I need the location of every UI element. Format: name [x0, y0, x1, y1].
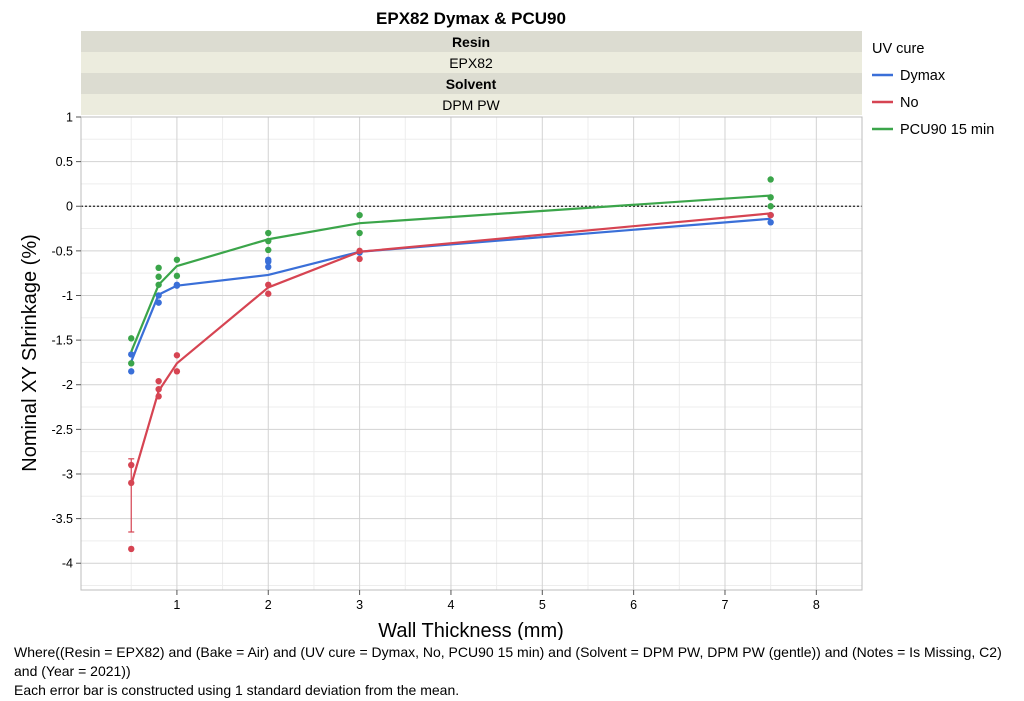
data-point	[265, 246, 272, 254]
data-point	[767, 203, 774, 210]
y-tick-label: 1	[66, 111, 73, 125]
header-resin-value: EPX82	[449, 55, 493, 71]
y-tick-label: -3	[62, 467, 73, 481]
data-point	[155, 377, 162, 385]
data-point	[155, 385, 162, 393]
data-point	[265, 281, 272, 288]
y-tick-label: -2	[62, 378, 73, 392]
header-band-resin-label	[81, 31, 862, 52]
data-point	[356, 255, 363, 263]
data-point	[265, 263, 272, 271]
data-point	[173, 272, 181, 280]
x-tick-label: 6	[630, 598, 637, 612]
header-band-solvent-label	[81, 73, 862, 94]
series-pcu90-15-min	[128, 176, 774, 367]
footer: Where((Resin = EPX82) and (Bake = Air) a…	[14, 643, 1014, 700]
where-clause: Where((Resin = EPX82) and (Bake = Air) a…	[14, 644, 1002, 679]
data-point	[356, 229, 363, 237]
legend: UV cure Dymax No PCU90 15 min	[872, 41, 994, 138]
data-point	[173, 282, 181, 289]
error-bar-note: Each error bar is constructed using 1 st…	[14, 682, 460, 698]
y-tick-label: -4	[62, 557, 73, 571]
y-tick-label: -2.5	[51, 423, 73, 437]
group-header: Resin EPX82 Solvent DPM PW	[81, 31, 862, 115]
header-resin-label: Resin	[452, 34, 490, 50]
data-point	[767, 211, 774, 219]
chart-title: EPX82 Dymax & PCU90	[376, 9, 566, 28]
x-tick-label: 4	[447, 598, 454, 612]
x-tick-label: 1	[173, 598, 180, 612]
data-point	[265, 290, 272, 297]
data-point	[155, 273, 162, 280]
x-tick-label: 2	[265, 598, 272, 612]
header-solvent-label: Solvent	[446, 76, 497, 92]
series	[128, 176, 774, 553]
data-point	[155, 299, 162, 306]
y-tick-label: -1.5	[51, 334, 73, 348]
header-band-resin-value	[81, 52, 862, 73]
y-tick-label: 0	[66, 200, 73, 214]
data-point	[265, 258, 272, 265]
data-point	[128, 461, 135, 469]
data-point	[767, 194, 774, 201]
plot-frame	[80, 116, 863, 591]
y-tick-label: -0.5	[51, 244, 73, 258]
y-tick-label: -3.5	[51, 512, 73, 526]
data-point	[155, 292, 162, 299]
data-point	[356, 211, 363, 219]
header-solvent-value: DPM PW	[442, 97, 500, 113]
axes: 1 2 3 4 5 6 7 8 1 0.5 0 -0.5 -1 -1.5 -2 -2.5 -3 -3.5 -4	[51, 111, 819, 613]
legend-label: No	[900, 95, 919, 111]
y-tick-label: 0.5	[56, 155, 73, 169]
data-point	[173, 256, 181, 263]
data-point	[155, 393, 162, 400]
legend-label: PCU90 15 min	[900, 122, 994, 138]
data-point	[128, 368, 135, 375]
data-point	[356, 247, 363, 255]
data-point	[128, 479, 135, 487]
data-point	[155, 281, 162, 288]
series-no	[128, 211, 774, 553]
grid	[81, 116, 862, 590]
x-tick-label: 3	[356, 598, 363, 612]
x-tick-label: 5	[539, 598, 546, 612]
data-point	[767, 176, 774, 183]
data-point	[128, 335, 135, 342]
legend-title: UV cure	[872, 41, 924, 57]
x-tick-label: 7	[722, 598, 729, 612]
y-tick-label: -1	[62, 289, 73, 303]
legend-label: Dymax	[900, 68, 946, 84]
data-point	[173, 352, 181, 359]
mean-line	[130, 194, 771, 353]
y-axis-label: Nominal XY Shrinkage (%)	[19, 234, 41, 472]
data-point	[265, 229, 272, 237]
data-point	[265, 237, 272, 245]
x-axis-label: Wall Thickness (mm)	[378, 620, 564, 640]
data-point	[128, 545, 135, 553]
data-point	[128, 360, 135, 367]
header-band-solvent-value	[81, 94, 862, 115]
mean-line	[130, 212, 771, 485]
x-tick-label: 8	[813, 598, 820, 612]
chart: EPX82 Dymax & PCU90 Resin EPX82 Solvent …	[19, 9, 994, 640]
data-point	[767, 219, 774, 226]
data-point	[155, 264, 162, 272]
data-point	[173, 368, 181, 375]
data-point	[128, 351, 135, 358]
